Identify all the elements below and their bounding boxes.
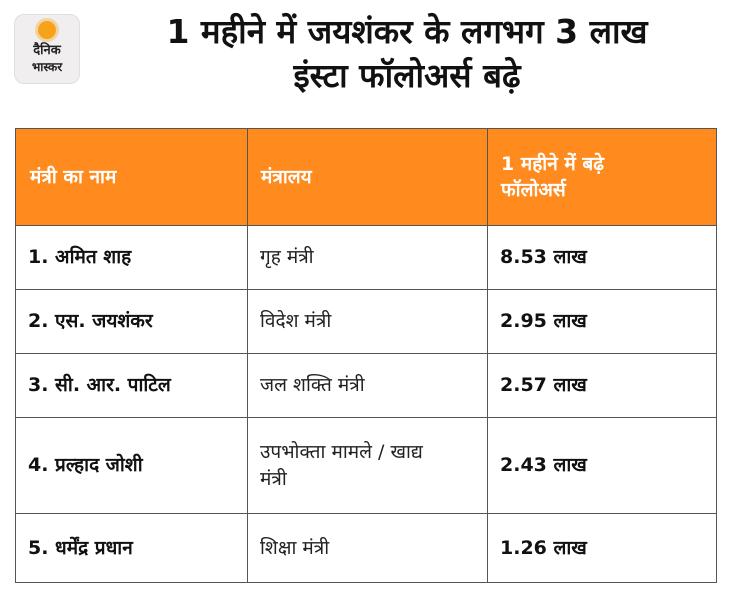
headline-line2: इंस्टा फॉलोअर्स बढ़े	[293, 56, 521, 95]
logo-text-line2: भास्कर	[31, 60, 63, 74]
table-header-row: मंत्री का नाम मंत्रालय 1 महीने में बढ़े …	[16, 129, 716, 225]
row-divider	[16, 225, 716, 226]
logo-text-line1: दैनिक	[33, 43, 61, 58]
row-divider	[16, 289, 716, 290]
cell-minister-name: 4. प्रल्हाद जोशी	[28, 454, 143, 476]
cell-minister-name: 3. सी. आर. पाटिल	[28, 374, 171, 396]
cell-followers: 2.95 लाख	[500, 310, 587, 332]
cell-ministry: शिक्षा मंत्री	[260, 536, 330, 559]
cell-followers: 2.57 लाख	[500, 374, 587, 396]
cell-ministry: जल शक्ति मंत्री	[260, 374, 365, 396]
cell-ministry: विदेश मंत्री	[260, 310, 332, 332]
column-divider	[247, 129, 248, 582]
row-divider	[16, 417, 716, 418]
row-divider	[16, 353, 716, 354]
followers-table: मंत्री का नाम मंत्रालय 1 महीने में बढ़े …	[15, 128, 717, 583]
cell-ministry: उपभोक्ता मामले / खाद्य मंत्री	[260, 440, 423, 490]
headline-line1: 1 महीने में जयशंकर के लगभग 3 लाख	[166, 12, 648, 51]
column-divider	[487, 129, 488, 582]
sun-icon	[38, 21, 56, 39]
cell-followers: 8.53 लाख	[500, 246, 587, 268]
cell-minister-name: 1. अमित शाह	[28, 246, 132, 268]
dainik-bhaskar-logo: दैनिक भास्कर	[14, 14, 80, 84]
header-followers-gained: 1 महीने में बढ़े फॉलोअर्स	[501, 153, 604, 201]
header-ministry: मंत्रालय	[261, 166, 312, 188]
cell-followers: 1.26 लाख	[500, 536, 587, 559]
cell-followers: 2.43 लाख	[500, 454, 587, 476]
row-divider	[16, 513, 716, 514]
cell-minister-name: 5. धर्मेंद्र प्रधान	[28, 536, 133, 559]
header-minister-name: मंत्री का नाम	[30, 166, 117, 188]
cell-minister-name: 2. एस. जयशंकर	[28, 310, 153, 332]
cell-ministry: गृह मंत्री	[260, 246, 314, 268]
headline: 1 महीने में जयशंकर के लगभग 3 लाख इंस्टा …	[92, 10, 722, 98]
